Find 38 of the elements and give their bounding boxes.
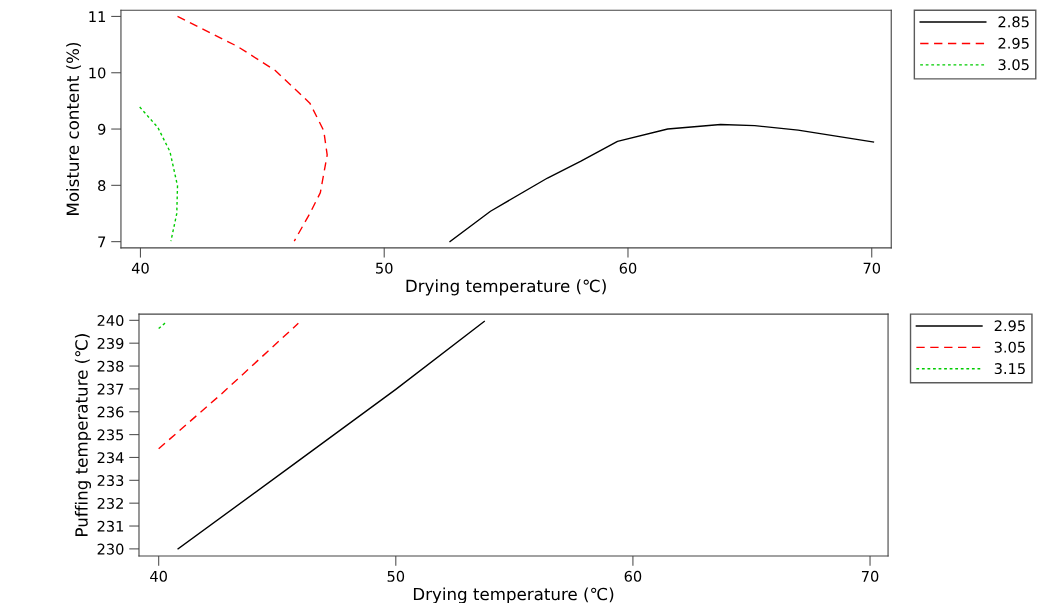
- y-tick-label: 230: [97, 543, 124, 555]
- line-series: [139, 106, 179, 242]
- x-tick-label: 60: [624, 570, 642, 582]
- legend-label: 3.15: [994, 363, 1025, 375]
- legend-label: 3.05: [998, 59, 1029, 71]
- y-tick-label: 240: [97, 315, 124, 327]
- x-tick-label: 40: [131, 262, 149, 274]
- line-series: [449, 123, 875, 243]
- y-tick-label: 9: [98, 123, 106, 135]
- y-axis-title: Puffing temperature (℃): [74, 334, 92, 536]
- x-tick-label: 60: [619, 262, 637, 274]
- x-tick-label: 50: [387, 570, 405, 582]
- legend-label: 2.95: [994, 320, 1025, 332]
- x-tick-label: 70: [863, 262, 881, 274]
- x-tick-label: 40: [150, 570, 167, 582]
- y-tick-label: 234: [97, 452, 124, 464]
- line-series: [176, 15, 328, 242]
- y-tick-label: 236: [97, 406, 124, 418]
- y-axis-title: Moisture content (%): [66, 42, 81, 215]
- x-axis-title: Drying temperature (℃): [406, 279, 606, 296]
- legend-label: 3.05: [994, 341, 1025, 353]
- y-tick-label: 11: [89, 11, 106, 22]
- y-tick-label: 7: [98, 236, 106, 248]
- y-tick-label: 239: [97, 337, 124, 349]
- y-tick-label: 231: [97, 520, 124, 532]
- y-tick-label: 233: [97, 475, 124, 487]
- y-tick-label: 235: [97, 429, 124, 441]
- line-series: [177, 320, 485, 550]
- y-tick-label: 10: [89, 67, 106, 79]
- y-tick-label: 232: [97, 497, 123, 509]
- x-axis-title: Drying temperature (℃): [413, 587, 614, 603]
- legend-label: 2.95: [998, 37, 1029, 49]
- y-tick-label: 8: [98, 180, 106, 192]
- y-tick-label: 237: [97, 383, 124, 395]
- x-tick-label: 50: [376, 262, 393, 274]
- legend-label: 2.85: [998, 16, 1029, 28]
- y-tick-label: 238: [97, 360, 124, 372]
- x-tick-label: 70: [861, 570, 879, 582]
